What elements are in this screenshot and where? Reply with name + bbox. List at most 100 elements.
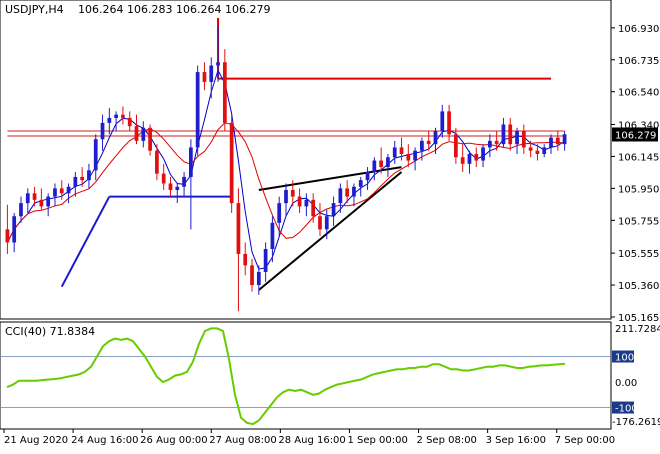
candle xyxy=(59,180,64,200)
candle xyxy=(161,163,166,191)
trendline-2 xyxy=(258,166,402,192)
candle-body xyxy=(32,193,37,200)
candle xyxy=(80,167,85,187)
candle-body xyxy=(521,131,526,148)
candle xyxy=(290,180,295,207)
candle-body xyxy=(284,190,288,204)
candle-body xyxy=(494,140,499,145)
candle-body xyxy=(127,117,132,127)
candle xyxy=(467,150,472,174)
candle-body xyxy=(270,222,275,250)
candle-body xyxy=(263,249,268,272)
candle xyxy=(501,117,506,148)
price-tick-label: 106.340 xyxy=(618,120,659,131)
time-tick-label: 28 Aug 16:00 xyxy=(278,435,345,446)
candle xyxy=(413,147,417,171)
candle-body xyxy=(433,131,438,145)
candle-body xyxy=(454,134,458,158)
candle xyxy=(229,114,234,213)
price-tick-label: 106.930 xyxy=(618,24,659,35)
candle xyxy=(392,140,397,164)
candle xyxy=(182,172,186,197)
candle-body xyxy=(134,126,139,141)
candle xyxy=(5,204,10,254)
chart-header-ohlc: 106.264 106.283 106.264 106.279 xyxy=(78,3,270,16)
candle-body xyxy=(474,153,479,161)
candle-body xyxy=(413,150,417,161)
candle-body xyxy=(195,72,200,148)
time-tick-label: 7 Sep 00:00 xyxy=(555,435,615,446)
candle-body xyxy=(202,72,207,82)
indicator-panel-frame xyxy=(0,321,612,430)
candle xyxy=(188,139,193,230)
candle xyxy=(93,134,98,181)
candle-body xyxy=(304,199,309,207)
candle-body xyxy=(87,170,91,181)
candle xyxy=(331,196,336,227)
cci-bottom-value: -176.2619 xyxy=(612,417,660,428)
current-price-label: 106.279 xyxy=(615,130,656,141)
candle-body xyxy=(365,172,370,181)
candle xyxy=(73,172,78,197)
candle-body xyxy=(406,153,411,161)
candle xyxy=(474,147,479,168)
candle xyxy=(53,183,57,207)
candle xyxy=(528,140,533,158)
candle xyxy=(454,127,458,164)
candle-body xyxy=(59,188,64,194)
candle-body xyxy=(358,180,363,187)
ma-slow-line xyxy=(6,122,565,243)
candle-body xyxy=(440,111,445,132)
candle-body xyxy=(467,153,472,164)
time-tick-label: 21 Aug 2020 xyxy=(4,435,68,446)
candle-body xyxy=(562,134,567,145)
time-tick-label: 26 Aug 00:00 xyxy=(140,435,207,446)
candle-body xyxy=(39,199,44,207)
candle-body xyxy=(141,127,146,141)
candle xyxy=(426,131,431,151)
candle xyxy=(447,104,451,141)
candle-body xyxy=(352,186,356,197)
candle-body xyxy=(501,124,506,145)
candle xyxy=(222,49,227,132)
candle-body xyxy=(256,271,261,286)
candle-body xyxy=(73,176,78,187)
candle-body xyxy=(331,203,336,217)
candle-body xyxy=(460,157,465,164)
candle-body xyxy=(345,188,350,197)
time-tick-label: 2 Sep 08:00 xyxy=(417,435,477,446)
candle-body xyxy=(324,216,329,230)
cci-level-label: 0.00 xyxy=(615,378,637,389)
candle xyxy=(440,104,445,138)
time-tick-label: 24 Aug 16:00 xyxy=(71,435,138,446)
candle xyxy=(127,111,132,132)
candle xyxy=(175,183,180,204)
candle xyxy=(358,176,363,197)
candle xyxy=(155,144,159,181)
candle-body xyxy=(311,199,316,217)
candle-body xyxy=(53,188,57,197)
candle xyxy=(141,121,146,148)
candle xyxy=(256,265,261,295)
candle xyxy=(284,183,288,217)
candle xyxy=(25,188,30,213)
candle-body xyxy=(338,188,343,204)
candle-body xyxy=(392,147,397,158)
candle xyxy=(494,131,499,151)
candle xyxy=(297,188,302,213)
candle xyxy=(433,127,438,154)
candle xyxy=(263,242,268,282)
trendline-1 xyxy=(60,196,111,288)
candle xyxy=(324,209,329,240)
candle xyxy=(481,144,485,168)
candle xyxy=(420,137,424,161)
candle-body xyxy=(182,176,186,187)
cci-level-tag xyxy=(612,401,634,414)
candle xyxy=(372,157,377,181)
candle xyxy=(277,196,282,236)
candle-body xyxy=(161,173,166,184)
trendline-3 xyxy=(258,171,403,291)
cci-series-line xyxy=(6,327,566,426)
candle-body xyxy=(481,147,485,161)
price-tick-label: 105.165 xyxy=(618,313,659,324)
